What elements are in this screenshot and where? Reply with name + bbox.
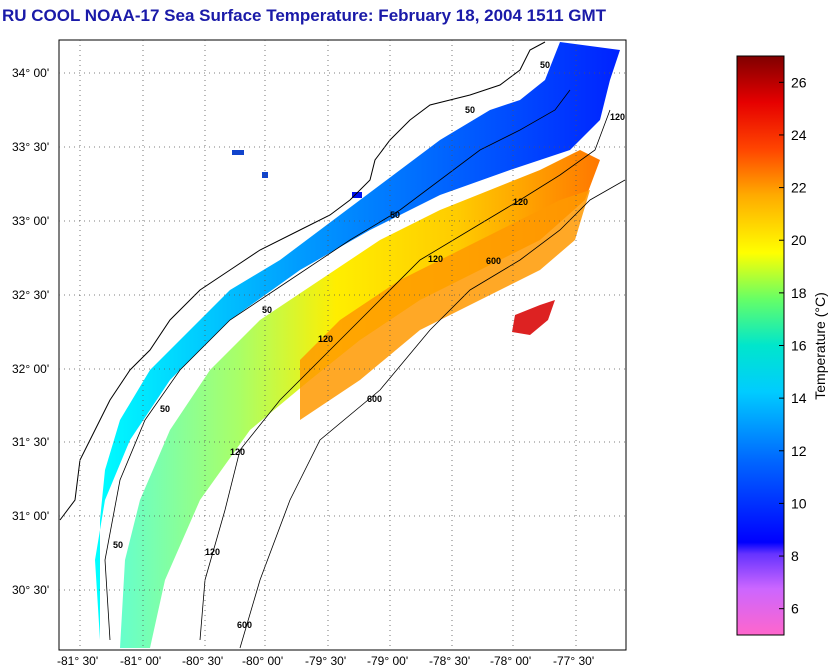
contour-label: 120: [205, 547, 220, 557]
lat-label: 33° 30': [12, 140, 49, 154]
lon-label: -81° 00': [120, 654, 161, 668]
contour-label: 600: [237, 620, 252, 630]
sst-field: [60, 42, 620, 648]
contour-label: 600: [486, 256, 501, 266]
coastline: [59, 41, 546, 521]
contour-label: 120: [513, 197, 528, 207]
contour-label: 50: [113, 540, 123, 550]
lon-label: -77° 30': [553, 654, 594, 668]
colorbar-tick-label: 10: [791, 495, 807, 511]
lat-label: 34° 00': [12, 66, 49, 80]
lon-label: -79° 30': [305, 654, 346, 668]
contour-label: 50: [160, 404, 170, 414]
colorbar-ticks: 26 24 22 20 18 16 14 12 10 8 6: [779, 74, 807, 617]
colorbar: [736, 55, 785, 636]
colorbar-label: Temperature (°C): [812, 292, 828, 400]
lat-label: 31° 00': [12, 509, 49, 523]
lat-label: 33° 00': [12, 214, 49, 228]
contour-label: 120: [318, 334, 333, 344]
colorbar-tick-label: 18: [791, 285, 807, 301]
lat-label: 32° 30': [12, 288, 49, 302]
lon-label: -79° 00': [367, 654, 408, 668]
contour-label: 600: [367, 394, 382, 404]
map-title: RU COOL NOAA-17 Sea Surface Temperature:…: [2, 6, 607, 25]
longitude-labels: -81° 30' -81° 00' -80° 30' -80° 00' -79°…: [57, 654, 594, 668]
graticule: [59, 40, 626, 650]
contour-label: 50: [262, 305, 272, 315]
contour-label: 120: [428, 254, 443, 264]
lat-label: 32° 00': [12, 362, 49, 376]
contour-50: [104, 89, 571, 641]
contour-600: [239, 179, 626, 649]
colorbar-tick-label: 22: [791, 180, 807, 196]
lon-label: -78° 30': [429, 654, 470, 668]
contour-label: 120: [610, 112, 625, 122]
colorbar-tick-label: 16: [791, 338, 807, 354]
colorbar-tick-label: 24: [791, 127, 807, 143]
latitude-labels: 34° 00' 33° 30' 33° 00' 32° 30' 32° 00' …: [12, 66, 49, 597]
lat-label: 30° 30': [12, 583, 49, 597]
colorbar-tick-label: 6: [791, 601, 799, 617]
contour-label: 50: [540, 60, 550, 70]
contour-label-group: 50 50 50 50 50 50 120 120 120 120 120 12…: [113, 60, 625, 630]
colorbar-tick-label: 8: [791, 548, 799, 564]
contour-label: 50: [465, 105, 475, 115]
colorbar-tick-label: 14: [791, 390, 807, 406]
lat-label: 31° 30': [12, 435, 49, 449]
colorbar-tick-label: 12: [791, 443, 807, 459]
contour-label: 50: [390, 210, 400, 220]
lon-label: -78° 00': [490, 654, 531, 668]
lon-label: -80° 30': [182, 654, 223, 668]
lon-label: -80° 00': [242, 654, 283, 668]
colorbar-tick-label: 20: [791, 232, 807, 248]
contour-label: 120: [230, 447, 245, 457]
contour-120: [199, 109, 611, 641]
lon-label: -81° 30': [57, 654, 98, 668]
colorbar-tick-label: 26: [791, 74, 807, 90]
